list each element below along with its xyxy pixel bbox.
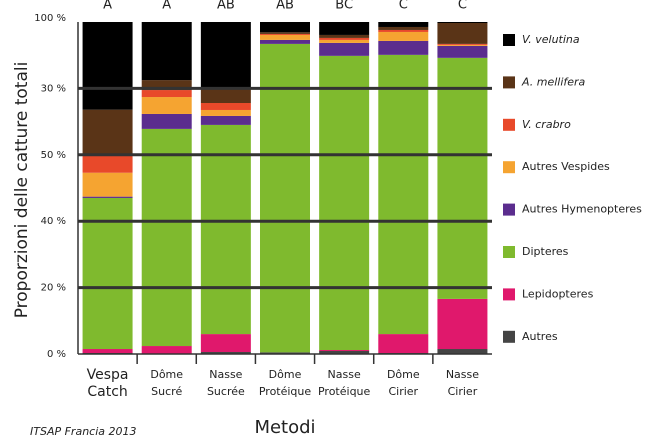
bar-segment: [378, 26, 429, 30]
x-tick-label: Protéique: [259, 385, 312, 398]
bar-segment: [260, 39, 310, 44]
bar-segment: [437, 22, 488, 23]
bar-segment: [260, 33, 310, 35]
bar-segment: [319, 42, 370, 56]
x-tick-label: Sucré: [151, 385, 182, 398]
bar-segment: [437, 43, 488, 45]
bar-segment: [141, 80, 192, 91]
bar-segment: [260, 22, 310, 33]
x-tick-label: Sucrée: [207, 385, 245, 398]
legend-swatch: [503, 246, 515, 258]
bar-segment: [200, 124, 251, 335]
x-tick-label: Cirier: [388, 385, 418, 398]
bar-segment: [437, 57, 488, 299]
x-tick-label: Nasse: [446, 368, 479, 381]
legend-label: Dipteres: [522, 245, 569, 258]
bar-segment: [319, 55, 370, 351]
bar-segment: [200, 115, 251, 125]
bar-segment: [319, 351, 370, 354]
legend-label: Autres Vespides: [522, 160, 610, 173]
legend-label: Autres Hymenopteres: [522, 203, 642, 216]
bar-segment: [82, 349, 133, 354]
bar-segment: [378, 22, 429, 27]
bar-segment: [200, 22, 251, 90]
annotation: C: [458, 0, 467, 13]
legend-label: V. velutina: [522, 33, 580, 46]
bar-segment: [82, 197, 133, 350]
bar-segment: [437, 298, 488, 350]
bar-segment: [141, 22, 192, 81]
bar-segment: [437, 44, 488, 46]
x-tick-label: Dôme: [269, 368, 302, 381]
legend-label: V. crabro: [522, 118, 571, 131]
legend-swatch: [503, 161, 515, 174]
annotation: AB: [276, 0, 294, 13]
y-axis-label: Proporzioni delle catture totali: [12, 62, 32, 319]
bar-segment: [200, 89, 251, 104]
x-tick-label: Cirier: [448, 385, 478, 398]
bar-segment: [378, 40, 429, 55]
bar-segment: [200, 109, 251, 116]
legend-swatch: [503, 34, 515, 46]
x-axis-label: Metodi: [254, 417, 315, 438]
bar-segment: [200, 352, 251, 354]
x-tick-label: Protéique: [318, 385, 371, 398]
y-tick-label: 0 %: [47, 349, 66, 360]
bar-segment: [260, 43, 310, 353]
bar-segment: [141, 90, 192, 98]
bar-segment: [141, 128, 192, 347]
bar-segment: [141, 97, 192, 114]
y-tick-label: 30 %: [41, 83, 66, 94]
bar-segment: [141, 346, 192, 354]
bar-segment: [437, 349, 488, 354]
bar-segment: [82, 172, 133, 197]
bar-segment: [82, 22, 133, 110]
legend-swatch: [503, 288, 515, 301]
bar-segment: [319, 37, 370, 40]
legend-label: A. mellifera: [521, 75, 586, 88]
bar-segment: [319, 22, 370, 35]
x-tick-label: Dôme: [387, 368, 420, 381]
bar-segment: [378, 29, 429, 32]
bar-segment: [82, 196, 133, 198]
bar-segment: [260, 32, 310, 34]
x-tick-label: Vespa: [87, 367, 129, 383]
bar-segment: [378, 54, 429, 335]
y-tick-label: 40 %: [41, 216, 66, 227]
bar-segment: [437, 22, 488, 44]
bar-segment: [82, 155, 133, 173]
note: ITSAP Francia 2013: [30, 425, 137, 438]
bar-segment: [319, 34, 370, 38]
x-tick-label: Nasse: [209, 368, 242, 381]
x-tick-label: Nasse: [328, 368, 361, 381]
legend-swatch: [503, 118, 515, 131]
bar-segment: [437, 45, 488, 58]
y-tick-label: 20 %: [41, 283, 66, 294]
annotation: BC: [335, 0, 353, 13]
bar-segment: [260, 34, 310, 40]
x-tick-label: Dôme: [150, 368, 183, 381]
annotation: AB: [217, 0, 235, 13]
x-tick-label: Catch: [87, 384, 127, 400]
legend-swatch: [503, 203, 515, 216]
bar-segment: [319, 350, 370, 352]
bar-segment: [260, 352, 310, 354]
annotation: C: [399, 0, 408, 13]
bar-segment: [141, 113, 192, 129]
legend-swatch: [503, 330, 515, 343]
bar-segment: [200, 103, 251, 110]
bar-segment: [200, 334, 251, 353]
bar-segment: [378, 334, 429, 354]
annotation: A: [103, 0, 112, 13]
bar-segment: [319, 39, 370, 43]
legend-swatch: [503, 76, 515, 89]
bar-segment: [378, 31, 429, 41]
y-tick-label: 50 %: [41, 150, 66, 161]
legend-label: Autres: [522, 330, 558, 343]
legend-label: Lepidopteres: [522, 287, 594, 300]
bar-segment: [82, 109, 133, 156]
annotation: A: [162, 0, 171, 13]
y-tick-label: 100 %: [34, 13, 66, 24]
